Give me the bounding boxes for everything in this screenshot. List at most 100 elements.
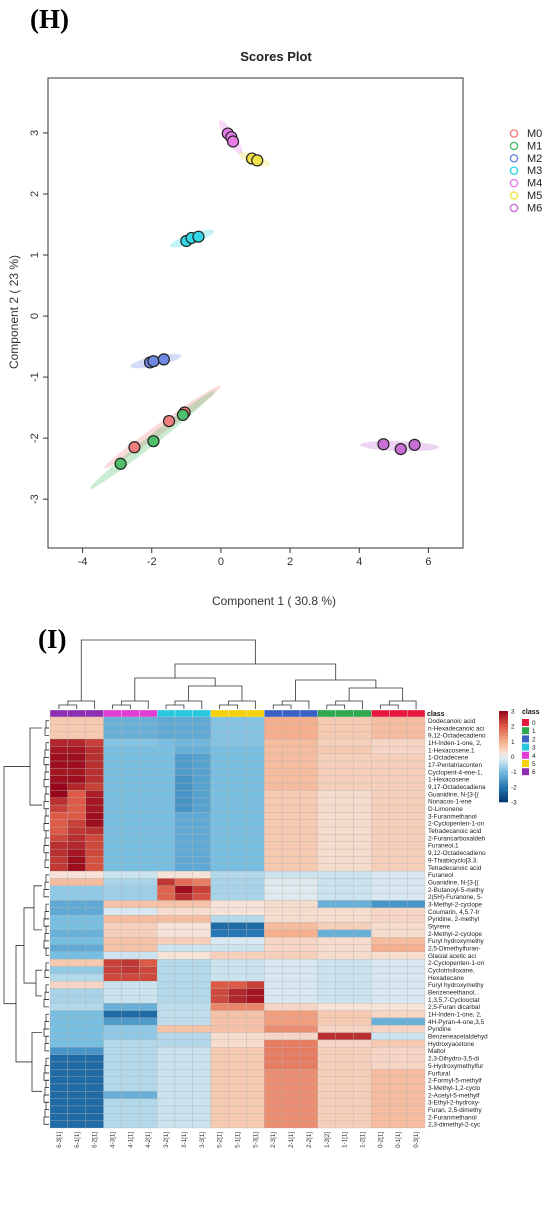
row-label: Tetradecanoic acid — [428, 865, 482, 872]
row-dendrogram-branch — [31, 1032, 42, 1092]
heatmap-cell — [49, 929, 69, 938]
heatmap-cell — [299, 1054, 319, 1063]
heatmap-column-labels: 6-3[1] 6-1[1] 6-2[1] 4-3[1] 4-1[1] 4-2[1] 3-2[… — [56, 1132, 420, 1148]
heatmap-cell — [299, 1003, 319, 1011]
heatmap-cell — [103, 1061, 122, 1070]
heatmap-cell — [192, 1010, 211, 1019]
heatmap-cell — [139, 937, 158, 945]
heatmap-cell — [335, 834, 354, 842]
heatmap-cell — [281, 1032, 301, 1041]
heatmap-cell — [335, 746, 354, 754]
heatmap-cell — [281, 1091, 301, 1099]
heatmap-cell — [174, 1003, 194, 1011]
colorbar-segment — [499, 715, 508, 719]
heatmap-cell — [139, 804, 158, 813]
heatmap-cell — [85, 841, 104, 850]
heatmap-cell — [192, 731, 211, 740]
heatmap-cell — [49, 1047, 69, 1055]
heatmap-cell — [174, 981, 194, 989]
heatmap-cell — [67, 892, 86, 901]
heatmap-cell — [281, 1083, 301, 1092]
heatmap-cell — [192, 944, 211, 953]
heatmap-cell — [406, 944, 426, 953]
heatmap-cell — [49, 900, 69, 908]
heatmap-cell — [49, 1083, 69, 1092]
heatmap-cell — [228, 1105, 247, 1114]
heatmap-cell — [389, 746, 408, 754]
heatmap-cell — [174, 1083, 194, 1092]
heatmap-cell — [139, 1098, 158, 1107]
heatmap-cell — [228, 1017, 247, 1026]
colorbar-segment — [499, 738, 508, 741]
heatmap-cell — [264, 1105, 283, 1114]
heatmap-cell — [49, 995, 69, 1004]
colorbar-segment — [499, 747, 508, 750]
heatmap-cell — [335, 1017, 354, 1026]
heatmap-cell — [264, 738, 283, 747]
heatmap-cell — [264, 724, 283, 732]
row-dendrogram-branch — [44, 749, 49, 758]
row-dendrogram-branch — [45, 962, 49, 971]
heatmap-cell — [264, 981, 283, 989]
heatmap-cells — [49, 716, 426, 1129]
heatmap-cell — [139, 760, 158, 769]
heatmap-cell — [389, 1061, 408, 1070]
heatmap-cell — [121, 1025, 140, 1033]
heatmap-cell — [389, 878, 408, 886]
heatmap-cell — [192, 1039, 211, 1048]
heatmap-cell — [210, 937, 229, 945]
row-label: 2-Cyclopenten-1-on — [428, 960, 485, 967]
heatmap-cell — [228, 951, 247, 960]
heatmap-cell — [299, 988, 319, 997]
column-label: 3-1[1] — [181, 1132, 188, 1148]
heatmap-cell — [210, 826, 229, 835]
score-point — [157, 353, 170, 366]
heatmap-cell — [371, 790, 390, 798]
heatmap-cell — [246, 929, 265, 938]
row-label: 2-Cyclopenten-1-on — [428, 821, 485, 828]
heatmap-cell — [299, 981, 319, 989]
heatmap-cell — [264, 973, 283, 982]
row-dendrogram-branch — [44, 1087, 49, 1096]
heatmap-cell — [228, 1083, 247, 1092]
heatmap-cell — [389, 848, 408, 857]
row-dendrogram-branch — [45, 1057, 49, 1067]
heatmap-cell — [299, 790, 319, 798]
heatmap-cell — [335, 892, 354, 901]
heatmap-cell — [228, 1054, 247, 1063]
heatmap-cell — [335, 724, 354, 732]
heatmap-cell — [156, 1032, 176, 1041]
heatmap-cell — [121, 915, 140, 923]
heatmap-cell — [246, 731, 265, 740]
heatmap-cell — [121, 812, 140, 820]
heatmap-cell — [335, 775, 354, 784]
heatmap-cell — [85, 900, 104, 908]
heatmap-cell — [299, 1105, 319, 1114]
row-label: 2-Methyl-2-cyclope — [428, 931, 482, 938]
heatmap-cell — [335, 1061, 354, 1070]
heatmap-cell — [156, 929, 176, 938]
heatmap-cell — [371, 1039, 390, 1048]
heatmap-cell — [371, 995, 390, 1004]
colorbar-segment — [499, 740, 508, 744]
heatmap-cell — [174, 973, 194, 982]
row-label: 2-Furancarboxaldeh — [428, 835, 486, 842]
heatmap-cell — [121, 768, 140, 776]
heatmap-cell — [353, 826, 372, 835]
heatmap-cell — [371, 804, 390, 813]
colorbar-tick-label: 2 — [511, 724, 515, 731]
class-legend-label: 3 — [532, 745, 536, 752]
heatmap-cell — [139, 1069, 158, 1077]
heatmap-cell — [210, 753, 229, 762]
heatmap-cell — [139, 966, 158, 975]
heatmap-cell — [49, 885, 69, 894]
heatmap-cell — [246, 937, 265, 945]
heatmap-cell — [49, 973, 69, 982]
heatmap-cell — [210, 981, 229, 989]
class-legend-swatch — [522, 768, 529, 776]
heatmap-cell — [121, 1076, 140, 1085]
heatmap-cell — [281, 951, 301, 960]
heatmap-cell — [49, 863, 69, 872]
heatmap-cell — [85, 1047, 104, 1055]
